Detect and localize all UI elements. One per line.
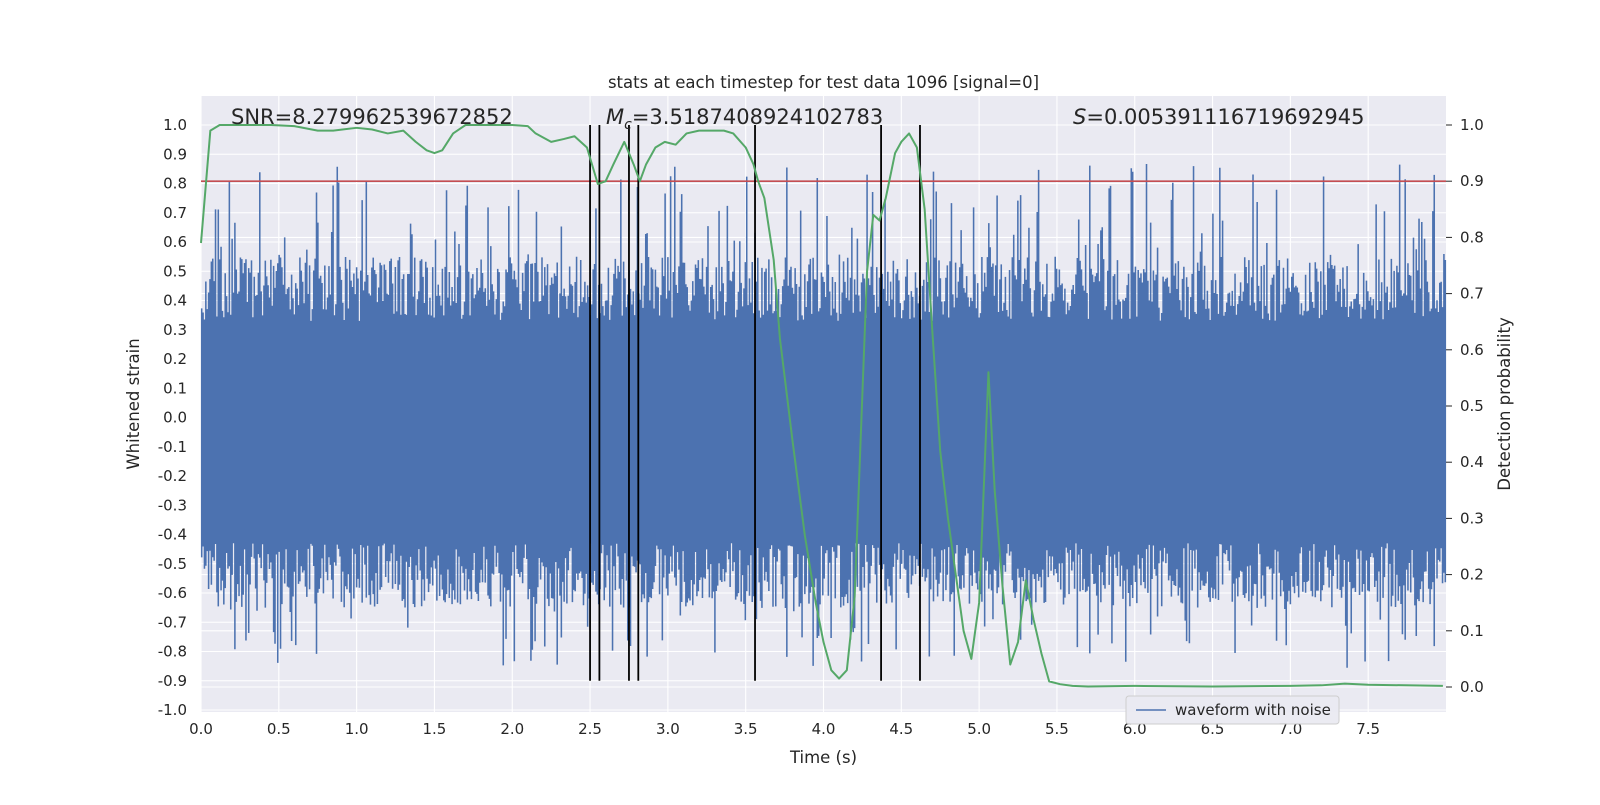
- y-right-tick-label: 1.0: [1460, 116, 1484, 134]
- x-axis-label: Time (s): [789, 748, 857, 767]
- y-right-tick-label: 0.7: [1460, 285, 1484, 303]
- y-tick-label: 0.0: [163, 409, 187, 427]
- s-symbol: S: [1073, 105, 1086, 129]
- y-axis-right-label: Detection probability: [1495, 317, 1514, 491]
- y-right-tick-label: 0.2: [1460, 566, 1484, 584]
- y-right-tick-label: 0.0: [1460, 678, 1484, 696]
- s-annotation: S=0.005391116719692945: [1073, 105, 1364, 129]
- y-tick-label: 0.8: [163, 175, 187, 193]
- x-tick-label: 1.5: [423, 720, 447, 738]
- y-tick-label: -0.1: [158, 438, 187, 456]
- x-tick-label: 0.0: [189, 720, 213, 738]
- y-right-tick-label: 0.3: [1460, 509, 1484, 527]
- x-tick-label: 3.5: [734, 720, 758, 738]
- x-tick-label: 4.0: [812, 720, 836, 738]
- x-tick-label: 0.5: [267, 720, 291, 738]
- snr-label: SNR=: [231, 105, 292, 129]
- x-tick-label: 2.5: [578, 720, 602, 738]
- y-right-tick-label: 0.9: [1460, 172, 1484, 190]
- probability-series: [200, 124, 1443, 688]
- y-tick-label: -1.0: [158, 701, 187, 719]
- y-tick-label: 0.1: [163, 379, 187, 397]
- y-tick-label: 0.6: [163, 233, 187, 251]
- tick-labels: 0.0 0.5 1.0 1.5 2.0 2.5 3.0 3.5 4.0 4.5 5.0 5.5 6.0 6…: [158, 116, 1484, 738]
- y-tick-label: -0.9: [158, 672, 187, 690]
- legend-box: [1125, 695, 1340, 725]
- y-tick-label: -0.2: [158, 467, 187, 485]
- y-tick-label: 0.7: [163, 204, 187, 222]
- y-right-tick-label: 0.6: [1460, 341, 1484, 359]
- s-value: =0.005391116719692945: [1086, 105, 1364, 129]
- chart-title: stats at each timestep for test data 109…: [608, 73, 1039, 92]
- x-tick-label: 2.0: [500, 720, 524, 738]
- y-right-tick-label: 0.1: [1460, 622, 1484, 640]
- y-tick-label: -0.5: [158, 555, 187, 573]
- snr-value: 8.279962539672852: [292, 105, 512, 129]
- x-tick-label: 3.0: [656, 720, 680, 738]
- annotations: SNR=8.279962539672852 Mc=3.5187408924102…: [231, 105, 1364, 133]
- y-right-tick-label: 0.5: [1460, 397, 1484, 415]
- y-tick-label: -0.4: [158, 526, 187, 544]
- x-tick-label: 5.5: [1045, 720, 1069, 738]
- chirp-mass-annotation: Mc=3.5187408924102783: [606, 105, 883, 133]
- x-tick-label: 4.5: [889, 720, 913, 738]
- x-tick-label: 5.0: [967, 720, 991, 738]
- y-tick-label: -0.3: [158, 496, 187, 514]
- x-tick-label: 1.0: [345, 720, 369, 738]
- y-tick-label: 0.9: [163, 145, 187, 163]
- y-tick-label: -0.6: [158, 584, 187, 602]
- chirp-mass-value: =3.5187408924102783: [632, 105, 883, 129]
- y-right-tick-label: 0.8: [1460, 228, 1484, 246]
- y-axis-label: Whitened strain: [124, 338, 143, 469]
- x-tick-label: 7.5: [1356, 720, 1380, 738]
- y-tick-label: -0.8: [158, 643, 187, 661]
- chirp-mass-subscript: c: [624, 117, 632, 133]
- y-tick-label: 0.2: [163, 350, 187, 368]
- y-tick-label: 1.0: [163, 116, 187, 134]
- chirp-mass-symbol: M: [606, 105, 624, 129]
- y-tick-label: 0.4: [163, 292, 187, 310]
- legend: waveform with noise: [1125, 695, 1340, 725]
- y-tick-label: -0.7: [158, 613, 187, 631]
- y-right-tick-label: 0.4: [1460, 453, 1484, 471]
- y-tick-label: 0.5: [163, 262, 187, 280]
- probability-line: [200, 124, 1443, 688]
- legend-label-waveform: waveform with noise: [1175, 701, 1331, 719]
- snr-annotation: SNR=8.279962539672852: [231, 105, 513, 129]
- y-tick-label: 0.3: [163, 321, 187, 339]
